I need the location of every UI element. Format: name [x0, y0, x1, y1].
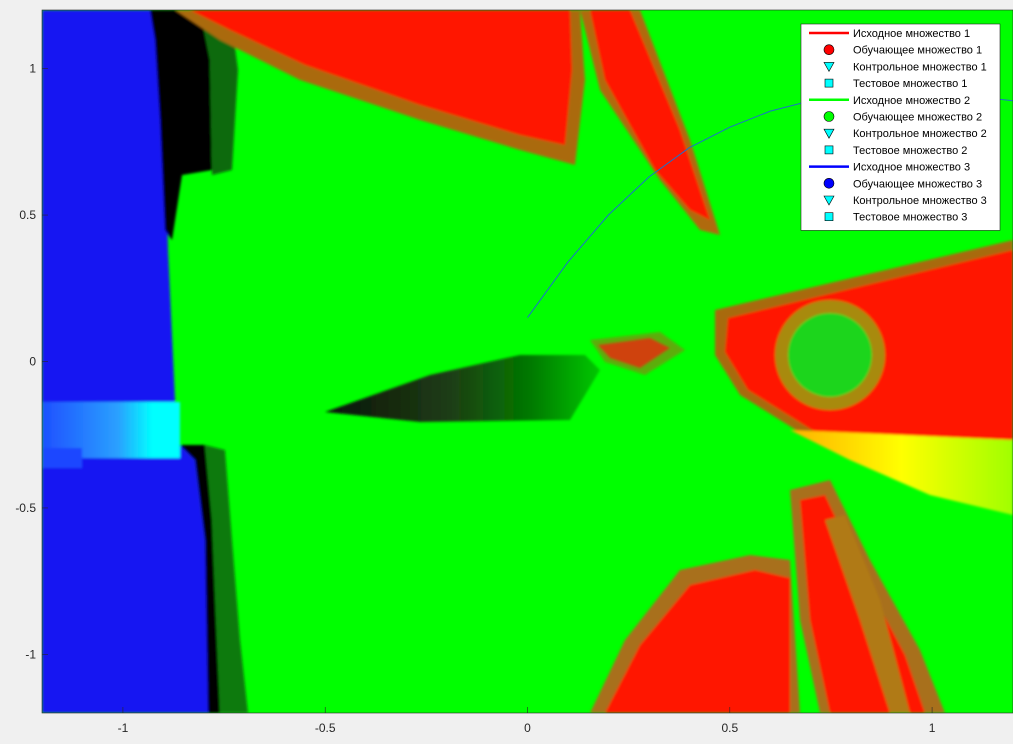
legend-label: Исходное множество 1: [853, 28, 970, 40]
legend-label: Тестовое множество 2: [853, 145, 967, 157]
legend-marker: [823, 178, 835, 189]
legend-label: Тестовое множество 3: [853, 212, 967, 224]
legend-label: Обучающее множество 1: [853, 45, 982, 57]
y-tick-label: 0: [29, 355, 36, 369]
x-tick-label: -0.5: [315, 721, 336, 735]
x-tick-label: 1: [929, 721, 936, 735]
y-tick-label: -1: [25, 647, 36, 661]
legend-label: Тестовое множество 1: [853, 78, 967, 90]
dark-green-boundary-bottom: [205, 445, 248, 713]
dark-boundary-top: [150, 10, 212, 240]
legend-label: Исходное множество 3: [853, 162, 970, 174]
mixed-yellow-region: [790, 430, 1013, 515]
legend-marker: [823, 111, 835, 122]
legend-label: Обучающее множество 3: [853, 178, 982, 190]
dark-green-boundary-top: [200, 10, 238, 175]
x-tick-label: 0.5: [721, 721, 738, 735]
class2-island: [788, 313, 872, 397]
class1-bottom-diagonal-inner-halo: [825, 515, 910, 713]
dark-boundary-bottom: [180, 445, 220, 713]
dark-center-spike: [325, 355, 600, 422]
class1-diagonal-region: [590, 10, 710, 220]
legend-label: Обучающее множество 2: [853, 112, 982, 124]
legend-marker: [823, 62, 835, 73]
legend-marker: [823, 195, 835, 206]
class1-center-tip-halo: [590, 332, 685, 375]
y-tick-label: -0.5: [15, 501, 36, 515]
x-axis: -1 -0.5 0 0.5 1: [118, 707, 936, 735]
legend-label: Исходное множество 2: [853, 95, 970, 107]
legend-marker: [824, 145, 834, 155]
x-tick-label: 0: [524, 721, 531, 735]
y-axis: 1 0.5 0 -0.5 -1: [15, 62, 48, 661]
legend-marker: [823, 128, 835, 139]
class3-region: [42, 10, 212, 713]
y-tick-label: 1: [29, 62, 36, 76]
legend-marker: [823, 44, 835, 56]
legend: Исходное множество 1 Обучающее множество …: [800, 23, 1001, 231]
class3-blue-band-edge: [42, 448, 82, 468]
legend-label: Контрольное множество 2: [853, 128, 987, 140]
legend-marker: [824, 212, 834, 221]
y-tick-label: 0.5: [19, 208, 36, 222]
legend-label: Контрольное множество 1: [853, 61, 987, 73]
legend-marker: [824, 78, 834, 88]
class1-bottom-region: [605, 570, 790, 713]
x-tick-label: -1: [118, 721, 129, 735]
legend-label: Контрольное множество 3: [853, 195, 987, 207]
class1-top-region: [190, 10, 572, 145]
